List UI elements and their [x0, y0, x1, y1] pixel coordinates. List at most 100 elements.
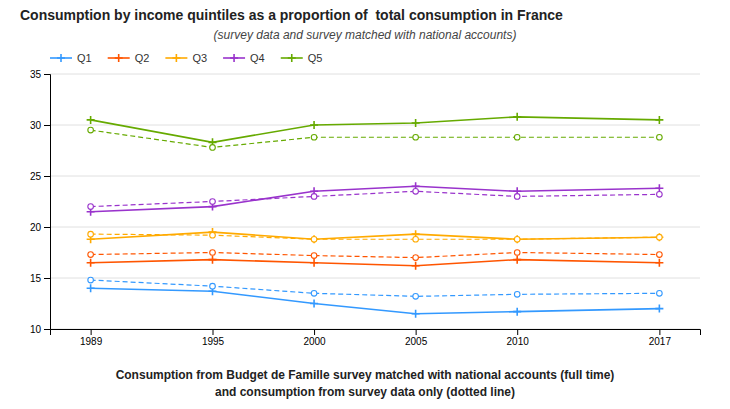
marker: [210, 199, 216, 205]
y-tick-mark: [44, 176, 50, 177]
marker: [210, 250, 216, 256]
series: [88, 231, 662, 242]
marker: [311, 291, 317, 297]
series: [88, 277, 662, 299]
marker: [514, 236, 520, 242]
y-tick: 35: [30, 69, 50, 80]
y-axis-line: [44, 75, 51, 330]
marker: [413, 255, 419, 261]
y-tick: 15: [30, 273, 50, 284]
x-tick: 2005: [405, 329, 428, 347]
legend-swatch-marker: [172, 54, 180, 62]
marker: [513, 256, 521, 264]
marker: [655, 116, 663, 124]
x-tick: 2017: [649, 329, 672, 347]
marker: [311, 194, 317, 200]
subtitle: (survey data and survey matched with nat…: [214, 28, 517, 42]
marker: [413, 189, 419, 195]
grid-line: [50, 74, 700, 75]
x-tick-label: 2000: [303, 336, 326, 347]
chart: Consumption by income quintiles as a pro…: [0, 0, 730, 409]
y-tick: 25: [30, 171, 50, 182]
x-tick: 1989: [80, 329, 103, 347]
legend-swatch-marker: [288, 54, 296, 62]
title: Consumption by income quintiles as a pro…: [20, 7, 563, 23]
line: [91, 186, 660, 212]
marker: [657, 234, 663, 240]
x-tick-mark: [517, 329, 518, 335]
marker: [655, 305, 663, 313]
line: [91, 232, 660, 239]
series: [87, 256, 664, 270]
x-tick-label: 1989: [80, 336, 103, 347]
line: [91, 253, 660, 258]
marker: [513, 113, 521, 121]
y-tick-label: 30: [30, 120, 42, 131]
x-tick-label: 2017: [649, 336, 672, 347]
legend-label: Q4: [250, 52, 265, 64]
y-tick-mark: [44, 278, 50, 279]
marker: [88, 231, 94, 237]
marker: [310, 121, 318, 129]
y-tick-label: 10: [30, 324, 42, 335]
marker: [657, 252, 663, 258]
marker: [87, 259, 95, 267]
line: [91, 117, 660, 143]
series: [88, 250, 662, 261]
y-tick-label: 15: [30, 273, 42, 284]
marker: [513, 308, 521, 316]
x-tick: 1995: [202, 329, 225, 347]
marker: [311, 134, 317, 140]
y-tick-mark: [44, 227, 50, 228]
grid: [50, 74, 700, 329]
marker: [413, 134, 419, 140]
grid-line: [50, 125, 700, 126]
legend-swatch-marker: [57, 54, 65, 62]
marker: [88, 127, 94, 133]
marker: [311, 236, 317, 242]
line: [91, 130, 660, 147]
x-tick-label: 1995: [202, 336, 225, 347]
legend-label: Q2: [135, 52, 150, 64]
marker: [413, 236, 419, 242]
y-tick-label: 20: [30, 222, 42, 233]
y-tick: 10: [30, 324, 50, 335]
marker: [514, 292, 520, 298]
marker: [87, 116, 95, 124]
marker: [655, 259, 663, 267]
marker: [514, 250, 520, 256]
marker: [657, 192, 663, 198]
line: [91, 280, 660, 296]
x-tick: 2000: [303, 329, 326, 347]
marker: [513, 235, 521, 243]
y-axis: 10 15 20 25 30 35: [30, 69, 51, 335]
footnote: and consumption from survey data only (d…: [215, 385, 515, 399]
x-tick-mark: [314, 329, 315, 335]
marker: [514, 134, 520, 140]
marker: [210, 232, 216, 238]
marker: [514, 194, 520, 200]
marker: [87, 284, 95, 292]
marker: [412, 262, 420, 270]
legend-swatch-marker: [230, 54, 238, 62]
grid-line: [50, 227, 700, 228]
legend-entry: Q3: [165, 52, 207, 64]
line: [91, 288, 660, 314]
legend: Q1Q2Q3Q4Q5: [50, 52, 322, 64]
y-tick-label: 35: [30, 69, 42, 80]
series: [87, 284, 664, 318]
x-tick: 2010: [507, 329, 530, 347]
x-tick-mark: [659, 329, 660, 335]
x-axis: 1989 1995 2000 2005 2010 2017: [51, 329, 701, 347]
legend-label: Q3: [192, 52, 207, 64]
marker: [311, 253, 317, 259]
footnote: Consumption from Budget de Famille surve…: [116, 368, 615, 382]
x-tick-mark: [213, 329, 214, 335]
y-tick: 20: [30, 222, 50, 233]
series: [87, 182, 664, 216]
marker: [412, 310, 420, 318]
marker: [210, 145, 216, 151]
grid-line: [50, 176, 700, 177]
series: [88, 189, 662, 210]
y-tick-mark: [44, 74, 50, 75]
